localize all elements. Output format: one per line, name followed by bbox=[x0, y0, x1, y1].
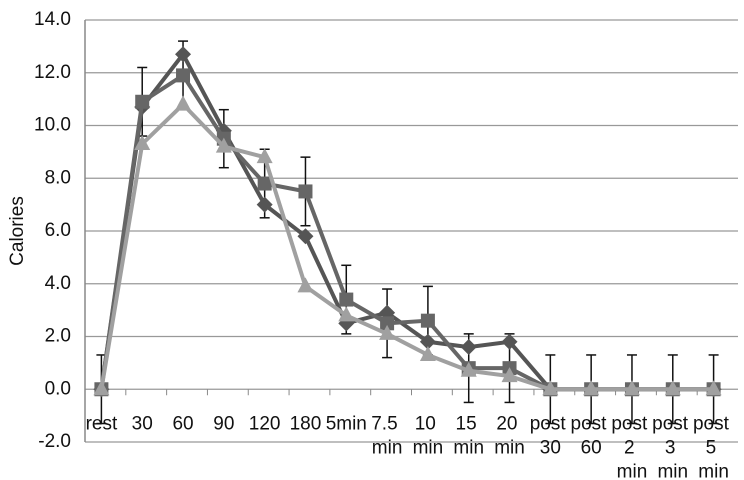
x-tick-label-line: min bbox=[698, 461, 729, 480]
marker bbox=[175, 95, 192, 111]
y-tick-label: 14.0 bbox=[34, 9, 71, 30]
y-axis-label: Calories bbox=[7, 196, 28, 266]
marker bbox=[298, 184, 313, 199]
marker bbox=[380, 316, 395, 331]
marker bbox=[297, 228, 314, 245]
marker bbox=[460, 361, 477, 377]
marker bbox=[256, 196, 273, 213]
marker bbox=[705, 380, 722, 396]
x-tick-label: 60 bbox=[172, 413, 193, 434]
marker bbox=[215, 137, 232, 153]
marker bbox=[297, 277, 314, 293]
marker bbox=[623, 380, 640, 396]
x-tick-label-line: min bbox=[657, 461, 688, 480]
series-line bbox=[99, 50, 714, 392]
x-tick-label-line: 3 bbox=[665, 437, 681, 458]
x-tick-label: 7.5 min bbox=[371, 413, 403, 458]
x-tick-label: 90 bbox=[213, 413, 234, 434]
x-tick-label: 120 bbox=[249, 413, 281, 434]
x-tick-label: 15 min bbox=[453, 413, 484, 458]
x-tick-label-line: min bbox=[617, 461, 648, 480]
marker bbox=[542, 380, 559, 396]
x-tick-label-line: 7.5 bbox=[371, 413, 403, 434]
marker bbox=[583, 380, 600, 396]
marker bbox=[338, 306, 355, 322]
x-tick-label: 5min bbox=[326, 413, 367, 434]
x-tick-label: 20 min bbox=[494, 413, 525, 458]
marker bbox=[420, 313, 435, 328]
y-tick-label: 6.0 bbox=[45, 220, 71, 241]
marker bbox=[379, 324, 396, 340]
marker bbox=[419, 345, 436, 361]
x-tick-label-line: min bbox=[372, 437, 403, 458]
x-tick-label: 10 min bbox=[413, 413, 444, 458]
marker bbox=[175, 46, 192, 63]
marker bbox=[256, 148, 273, 164]
x-tick-label-line: min bbox=[413, 437, 444, 458]
marker bbox=[664, 380, 681, 396]
y-tick-label: 0.0 bbox=[45, 378, 71, 399]
x-tick-label-line: min bbox=[494, 437, 525, 458]
marker bbox=[501, 333, 518, 350]
marker bbox=[501, 367, 518, 383]
series-line bbox=[99, 101, 714, 392]
y-tick-label: -2.0 bbox=[38, 431, 71, 452]
x-tick-label-line: min bbox=[453, 437, 484, 458]
x-tick-label-line: 5 bbox=[706, 437, 722, 458]
x-tick-label-line: 20 bbox=[496, 413, 522, 434]
y-tick-label: 10.0 bbox=[34, 115, 71, 136]
x-tick-label-line: 60 bbox=[581, 437, 602, 458]
marker bbox=[460, 339, 477, 356]
marker bbox=[257, 176, 272, 191]
marker bbox=[419, 333, 436, 350]
x-tick-label-line: 10 bbox=[415, 413, 441, 434]
x-tick-label: 180 bbox=[290, 413, 322, 434]
x-tick-label: post 3 min bbox=[652, 413, 693, 480]
marker bbox=[135, 94, 150, 109]
x-tick-label-line: 15 bbox=[456, 413, 482, 434]
y-tick-label: 12.0 bbox=[34, 62, 71, 83]
y-tick-label: 8.0 bbox=[45, 167, 71, 188]
x-tick-label: 30 bbox=[132, 413, 153, 434]
x-tick-label-line: 30 bbox=[540, 437, 561, 458]
marker bbox=[93, 380, 110, 396]
marker bbox=[176, 68, 191, 83]
y-tick-label: 2.0 bbox=[45, 326, 71, 347]
marker bbox=[134, 134, 151, 150]
y-tick-label: 4.0 bbox=[45, 273, 71, 294]
marker bbox=[339, 292, 354, 307]
x-tick-label-line: 2 bbox=[624, 437, 640, 458]
